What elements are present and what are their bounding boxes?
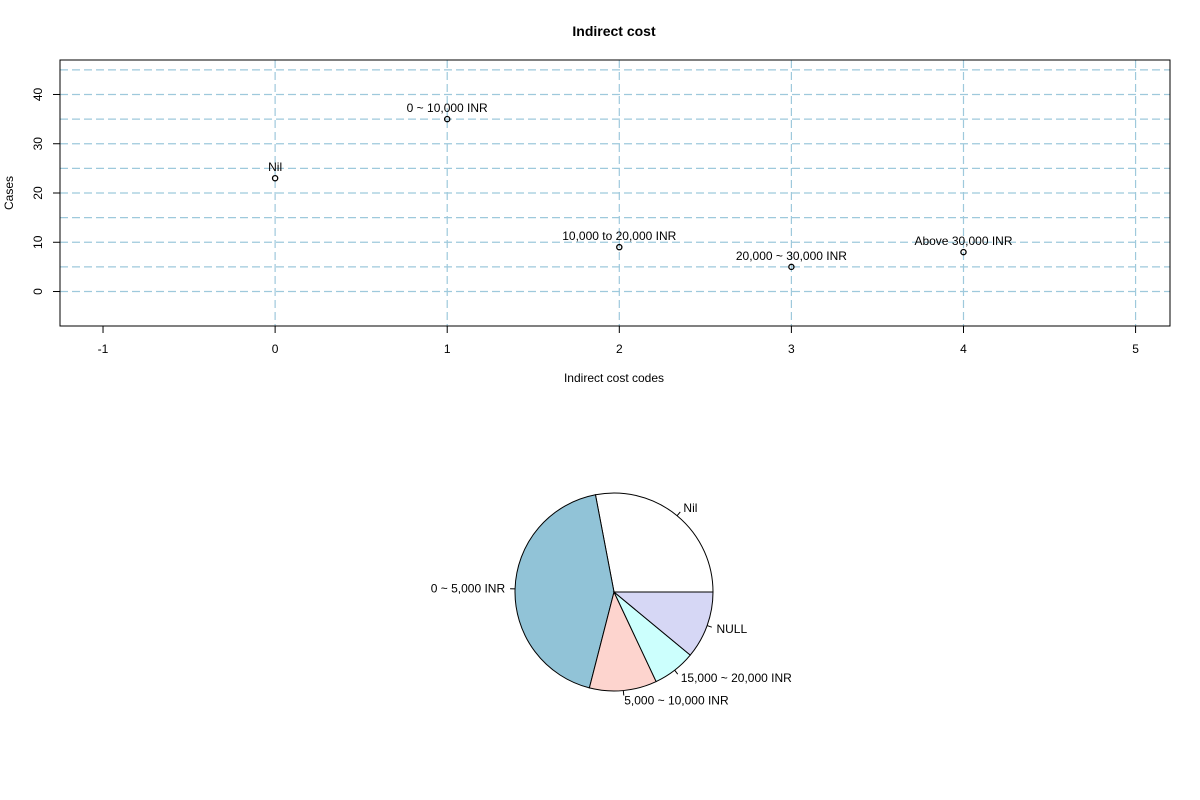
y-tick-label: 30 — [31, 137, 45, 151]
y-axis-label: Cases — [2, 176, 16, 210]
y-tick-label: 40 — [31, 87, 45, 101]
x-tick-label: 4 — [960, 342, 967, 356]
point-labels: Nil 0 ~ 10,000 INR 10,000 to 20,000 INR 20,… — [268, 101, 1013, 263]
data-point — [443, 115, 451, 123]
x-tick-label: 5 — [1132, 342, 1139, 356]
x-tick-label: -1 — [98, 342, 109, 356]
pie-leader-line — [674, 669, 679, 675]
point-label: Above 30,000 INR — [914, 234, 1012, 248]
points — [271, 115, 967, 271]
chart-title: Indirect cost — [572, 23, 656, 39]
data-point — [960, 248, 967, 256]
x-tick-label: 3 — [788, 342, 795, 356]
pie-slice — [588, 590, 657, 692]
pie-slice-label: NULL — [716, 622, 747, 636]
point-label: 20,000 ~ 30,000 INR — [736, 249, 847, 263]
y-axis: 0 10 20 30 40 — [31, 87, 61, 295]
pie-leader-line — [676, 511, 681, 517]
pie-chart: Nil 0 ~ 5,000 INR 5,000 ~ 10,000 INR 15,000… — [431, 492, 792, 707]
pie-slice-label: 5,000 ~ 10,000 INR — [624, 693, 729, 707]
data-point — [616, 243, 623, 251]
x-axis: -1 0 1 2 3 4 5 — [98, 325, 1139, 356]
pie-slice-label: 15,000 ~ 20,000 INR — [681, 671, 792, 685]
y-tick-label: 10 — [31, 235, 45, 249]
point-label: 0 ~ 10,000 INR — [407, 101, 488, 115]
scatter-chart: Indirect cost -1 0 1 2 3 4 5 0 10 20 30 40 Indirec… — [2, 23, 1171, 385]
point-label: Nil — [268, 160, 282, 174]
pie-slice-label: Nil — [683, 501, 697, 515]
data-point — [788, 263, 795, 271]
pie-slice-label: 0 ~ 5,000 INR — [431, 582, 506, 596]
pie-slice — [594, 492, 714, 593]
x-tick-label: 0 — [272, 342, 279, 356]
data-point — [271, 174, 279, 182]
point-label: 10,000 to 20,000 INR — [562, 229, 676, 243]
x-tick-label: 1 — [444, 342, 451, 356]
pie-slice — [514, 494, 615, 689]
x-axis-label: Indirect cost codes — [564, 371, 664, 385]
pie-slices — [514, 492, 714, 692]
y-tick-label: 20 — [31, 186, 45, 200]
pie-labels: Nil 0 ~ 5,000 INR 5,000 ~ 10,000 INR 15,000… — [431, 501, 792, 707]
pie-leader-line — [706, 625, 712, 628]
grid — [60, 60, 1170, 326]
y-tick-label: 0 — [31, 288, 45, 295]
pie-slice — [612, 591, 714, 656]
x-tick-label: 2 — [616, 342, 623, 356]
